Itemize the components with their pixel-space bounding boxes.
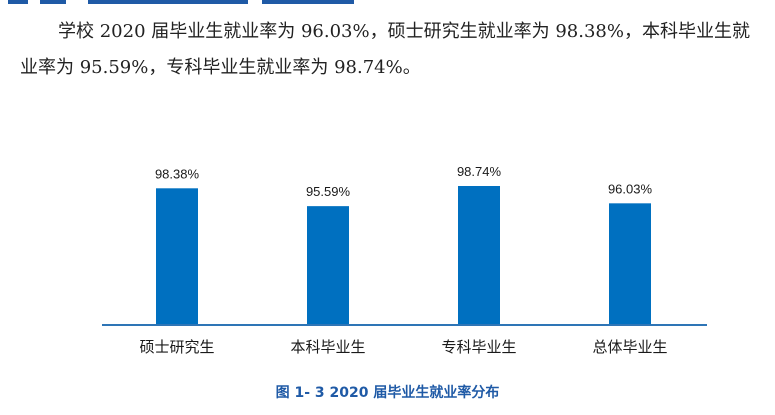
data-label-4: 96.03% bbox=[608, 181, 653, 196]
category-label-2: 本科毕业生 bbox=[290, 338, 365, 356]
data-label-3: 98.74% bbox=[457, 164, 502, 179]
bar-4 bbox=[609, 203, 651, 325]
category-label-3: 专科毕业生 bbox=[441, 338, 516, 356]
bar-2 bbox=[307, 206, 349, 325]
employment-rate-chart: 98.38% 硕士研究生 95.59% 本科毕业生 98.74% 专科毕业生 96.03% 总… bbox=[0, 140, 775, 415]
section-heading-remnant bbox=[0, 0, 360, 6]
bar-chart-canvas: 98.38% 硕士研究生 95.59% 本科毕业生 98.74% 专科毕业生 96.03% 总… bbox=[102, 164, 707, 356]
category-label-4: 总体毕业生 bbox=[592, 338, 667, 356]
data-label-2: 95.59% bbox=[306, 184, 351, 199]
summary-paragraph: 学校 2020 届毕业生就业率为 96.03%，硕士研究生就业率为 98.38%… bbox=[20, 21, 750, 78]
bar-3 bbox=[458, 186, 500, 325]
category-label-1: 硕士研究生 bbox=[139, 338, 214, 356]
data-label-1: 98.38% bbox=[155, 166, 200, 181]
bar-1 bbox=[156, 188, 198, 325]
chart-caption: 图 1- 3 2020 届毕业生就业率分布 bbox=[275, 385, 500, 401]
